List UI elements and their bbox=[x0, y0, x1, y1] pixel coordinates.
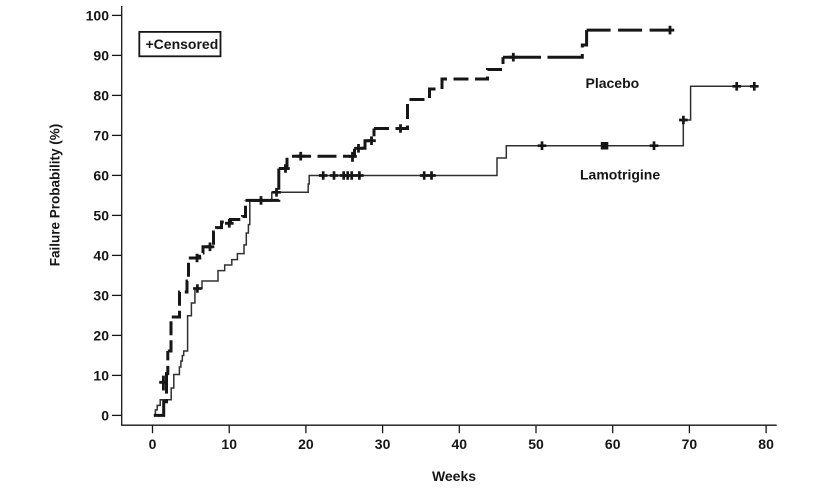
svg-text:0: 0 bbox=[149, 436, 157, 452]
svg-text:100: 100 bbox=[86, 7, 110, 23]
svg-text:50: 50 bbox=[528, 436, 544, 452]
svg-text:80: 80 bbox=[93, 87, 109, 103]
svg-text:90: 90 bbox=[93, 47, 109, 63]
svg-text:70: 70 bbox=[93, 127, 109, 143]
svg-text:30: 30 bbox=[93, 287, 109, 303]
svg-text:Placebo: Placebo bbox=[586, 75, 640, 91]
svg-text:30: 30 bbox=[375, 436, 391, 452]
svg-text:20: 20 bbox=[298, 436, 314, 452]
svg-text:70: 70 bbox=[682, 436, 698, 452]
svg-text:20: 20 bbox=[93, 327, 109, 343]
svg-text:80: 80 bbox=[758, 436, 774, 452]
svg-text:40: 40 bbox=[452, 436, 468, 452]
svg-text:60: 60 bbox=[93, 167, 109, 183]
svg-text:60: 60 bbox=[605, 436, 621, 452]
svg-text:Lamotrigine: Lamotrigine bbox=[580, 167, 660, 183]
svg-text:Failure Probability (%): Failure Probability (%) bbox=[48, 124, 63, 267]
svg-text:50: 50 bbox=[93, 207, 109, 223]
svg-text:10: 10 bbox=[93, 367, 109, 383]
svg-text:40: 40 bbox=[93, 247, 109, 263]
svg-text:+Censored: +Censored bbox=[146, 36, 219, 52]
svg-text:Weeks: Weeks bbox=[432, 468, 476, 484]
svg-text:10: 10 bbox=[221, 436, 237, 452]
svg-text:0: 0 bbox=[101, 407, 109, 423]
